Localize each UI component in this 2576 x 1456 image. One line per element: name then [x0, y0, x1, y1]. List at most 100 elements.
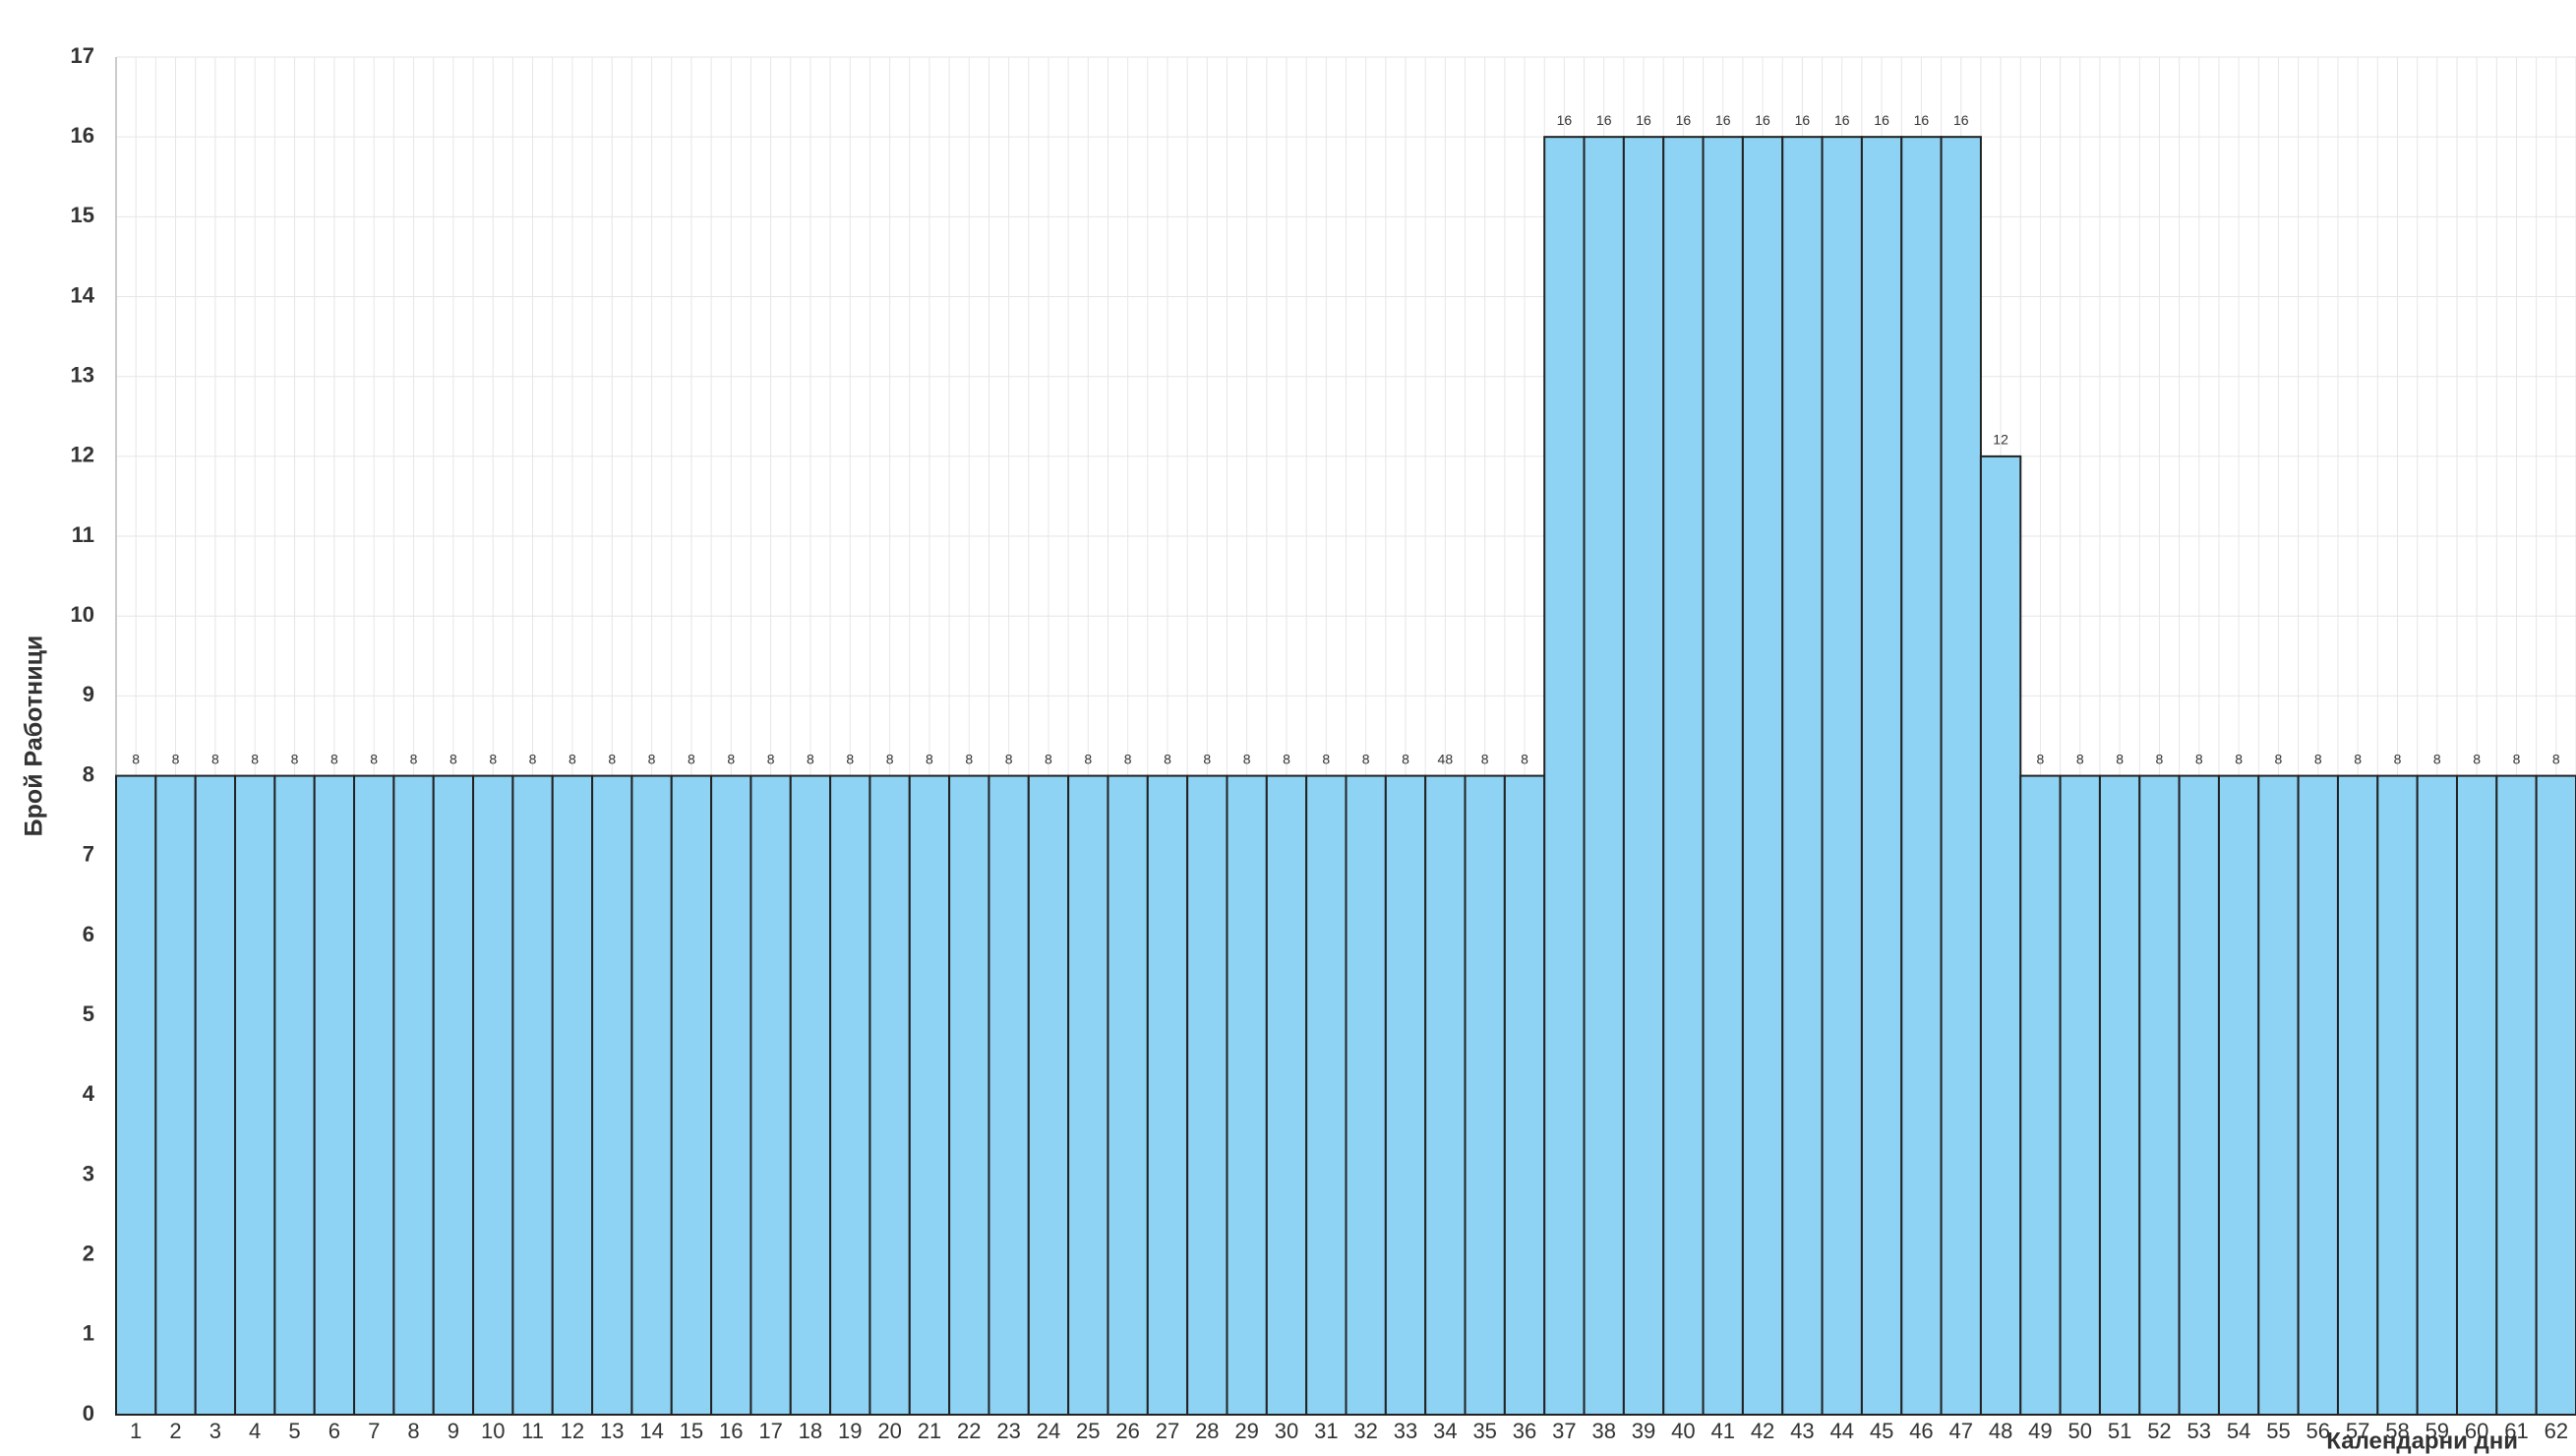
x-tick-label: 32	[1353, 1419, 1377, 1443]
value-label: 8	[886, 751, 894, 766]
value-label: 8	[2354, 751, 2362, 766]
x-tick-label: 11	[521, 1419, 544, 1443]
value-label: 8	[251, 751, 259, 766]
x-tick-label: 47	[1949, 1419, 1973, 1443]
x-tick-label: 15	[680, 1419, 703, 1443]
bar	[2336, 774, 2379, 1416]
x-tick-label: 23	[996, 1419, 1020, 1443]
value-label: 8	[2076, 751, 2084, 766]
bar	[194, 774, 237, 1416]
x-tick-label: 35	[1472, 1419, 1496, 1443]
x-tick-label: 40	[1671, 1419, 1695, 1443]
value-label: 16	[1874, 112, 1889, 128]
x-tick-label: 2	[169, 1419, 181, 1443]
bar	[1583, 136, 1625, 1416]
bar	[551, 774, 594, 1416]
bar	[1067, 774, 1109, 1416]
bar	[1226, 774, 1268, 1416]
value-label: 8	[172, 751, 180, 766]
value-label: 8	[1362, 751, 1370, 766]
value-label: 8	[2116, 751, 2124, 766]
bar	[2297, 774, 2339, 1416]
value-label: 8	[2314, 751, 2322, 766]
bar	[1781, 136, 1824, 1416]
y-tick-label: 11	[72, 522, 94, 547]
x-tick-label: 37	[1552, 1419, 1576, 1443]
value-label: 8	[1322, 751, 1330, 766]
y-tick-label: 9	[83, 682, 94, 706]
value-label: 8	[291, 751, 299, 766]
bar	[1821, 136, 1863, 1416]
bar	[472, 774, 514, 1416]
y-axis-title: Брой Работници	[21, 636, 48, 837]
bar	[273, 774, 316, 1416]
y-tick-label: 3	[83, 1161, 94, 1185]
value-label: 8	[1243, 751, 1251, 766]
y-tick-label: 10	[71, 602, 94, 627]
x-tick-label: 34	[1433, 1419, 1457, 1443]
x-tick-label: 33	[1394, 1419, 1417, 1443]
x-tick-label: 50	[2068, 1419, 2092, 1443]
bar	[749, 774, 792, 1416]
bar	[1940, 136, 1982, 1416]
value-label: 8	[2156, 751, 2164, 766]
bar	[154, 774, 197, 1416]
value-label: 8	[2394, 751, 2402, 766]
bar	[392, 774, 435, 1416]
x-tick-label: 62	[2545, 1419, 2568, 1443]
bar	[313, 774, 356, 1416]
value-label: 8	[926, 751, 933, 766]
bar	[2059, 774, 2101, 1416]
bar	[591, 774, 633, 1416]
x-axis-title: Календарни дни	[2326, 1427, 2518, 1454]
y-tick-label: 8	[83, 761, 94, 786]
x-tick-label: 42	[1751, 1419, 1774, 1443]
bar	[2416, 774, 2458, 1416]
bar	[1503, 774, 1546, 1416]
value-label: 8	[2433, 751, 2441, 766]
value-label: 8	[846, 751, 854, 766]
bar	[908, 774, 951, 1416]
x-tick-label: 45	[1870, 1419, 1893, 1443]
bar	[1345, 774, 1387, 1416]
x-tick-label: 27	[1156, 1419, 1179, 1443]
value-label: 8	[489, 751, 497, 766]
y-tick-label: 14	[71, 282, 95, 307]
value-label: 8	[1005, 751, 1013, 766]
value-label: 8	[370, 751, 378, 766]
value-label: 8	[688, 751, 695, 766]
x-tick-label: 29	[1234, 1419, 1258, 1443]
y-tick-label: 5	[83, 1001, 94, 1026]
value-label: 16	[1636, 112, 1651, 128]
y-tick-label: 6	[83, 922, 94, 946]
x-tick-label: 30	[1275, 1419, 1298, 1443]
bar	[1424, 774, 1467, 1416]
x-tick-label: 3	[210, 1419, 221, 1443]
value-label: 8	[2552, 751, 2560, 766]
value-label: 16	[1953, 112, 1969, 128]
value-label: 8	[132, 751, 140, 766]
y-tick-label: 12	[71, 443, 94, 467]
y-tick-label: 15	[71, 203, 94, 227]
value-label: 8	[767, 751, 775, 766]
bar	[2019, 774, 2062, 1416]
value-label: 8	[1521, 751, 1528, 766]
value-label: 8	[569, 751, 576, 766]
bar	[2257, 774, 2300, 1416]
x-tick-label: 56	[2306, 1419, 2330, 1443]
value-label: 16	[1834, 112, 1850, 128]
bar	[2098, 774, 2141, 1416]
bar	[630, 774, 673, 1416]
value-label: 8	[2275, 751, 2283, 766]
bar	[1979, 455, 2022, 1417]
value-label: 12	[1993, 432, 2008, 448]
value-label: 8	[2037, 751, 2045, 766]
bar	[988, 774, 1030, 1416]
bar	[789, 774, 832, 1416]
x-tick-label: 48	[1989, 1419, 2012, 1443]
x-tick-label: 46	[1909, 1419, 1933, 1443]
bar	[432, 774, 475, 1416]
x-tick-label: 20	[877, 1419, 901, 1443]
y-tick-label: 0	[83, 1401, 94, 1426]
value-label: 8	[807, 751, 814, 766]
